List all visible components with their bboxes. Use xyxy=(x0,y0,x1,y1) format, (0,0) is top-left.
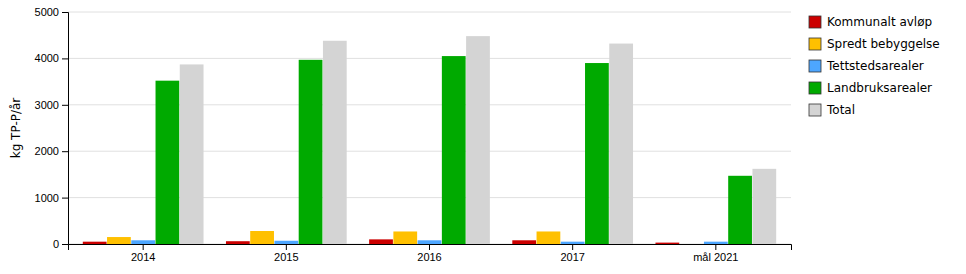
tick-mark xyxy=(143,244,144,250)
tick-mark xyxy=(715,244,716,250)
bar xyxy=(83,242,107,244)
tick: 3000 xyxy=(35,99,68,111)
bar xyxy=(728,176,752,244)
legend-label: Tettstedsarealer xyxy=(826,59,924,73)
tick-label: 5000 xyxy=(35,6,59,18)
legend-swatch xyxy=(809,82,821,94)
bar xyxy=(752,169,776,244)
y-axis-title: kg TP-P/år xyxy=(9,98,23,159)
tick-label: 2015 xyxy=(274,251,298,263)
tick: 4000 xyxy=(35,52,68,64)
legend-item: Tettstedsarealer xyxy=(809,59,924,73)
tick-label: 2000 xyxy=(35,145,59,157)
bar xyxy=(156,81,180,244)
legend-item: Landbruksarealer xyxy=(809,81,932,95)
tick-label: 3000 xyxy=(35,99,59,111)
tick-label: 1000 xyxy=(35,192,59,204)
legend-item: Kommunalt avløp xyxy=(809,15,932,29)
tick-mark xyxy=(62,105,68,106)
tick-mark xyxy=(286,244,287,250)
bar xyxy=(704,242,728,244)
bar xyxy=(655,243,679,244)
legend-label: Spredt bebyggelse xyxy=(827,37,940,51)
tick: mål 2021 xyxy=(693,244,738,263)
tick: 2000 xyxy=(35,145,68,157)
legend-swatch xyxy=(809,38,821,50)
legend-label: Landbruksarealer xyxy=(827,81,932,95)
tick: 2016 xyxy=(417,244,441,263)
tick-mark xyxy=(62,151,68,152)
axis-line xyxy=(69,245,792,251)
tick: 5000 xyxy=(35,6,68,18)
bar xyxy=(323,41,347,244)
bar xyxy=(226,241,250,244)
legend-swatch xyxy=(809,16,821,28)
grid xyxy=(68,12,791,244)
bar xyxy=(274,241,298,244)
bar-series xyxy=(180,36,776,244)
tick-mark xyxy=(62,12,68,13)
bar xyxy=(466,36,490,244)
legend: Kommunalt avløp Spredt bebyggelse Tettsted… xyxy=(809,15,940,117)
bar xyxy=(250,231,274,244)
tick: 0 xyxy=(53,238,68,250)
tick: 1000 xyxy=(35,192,68,204)
legend-item: Total xyxy=(809,103,855,117)
bar-series xyxy=(156,56,752,244)
tick-mark xyxy=(62,244,68,245)
tick: 2014 xyxy=(131,244,155,263)
bar xyxy=(609,44,633,244)
bar xyxy=(180,64,204,244)
bar xyxy=(442,56,466,244)
bar xyxy=(418,240,442,244)
grid-line xyxy=(68,58,791,59)
bar xyxy=(537,231,561,244)
tick-mark xyxy=(62,58,68,59)
tick: 2017 xyxy=(560,244,584,263)
bar xyxy=(393,231,417,244)
bar xyxy=(369,239,393,244)
tick-mark xyxy=(62,198,68,199)
grid-line xyxy=(68,12,791,13)
legend-swatch xyxy=(809,104,821,116)
bars xyxy=(83,36,776,244)
bar xyxy=(131,240,155,244)
bar xyxy=(299,60,323,244)
bar xyxy=(512,240,536,244)
legend-label: Total xyxy=(826,103,855,117)
bar xyxy=(561,242,585,244)
legend-label: Kommunalt avløp xyxy=(827,15,932,29)
plot: 0 1000 2000 3000 4000 5000 2014 2015 2016 2017 mål… xyxy=(35,6,792,263)
tick-label: 0 xyxy=(53,238,59,250)
bar xyxy=(680,244,704,245)
legend-item: Spredt bebyggelse xyxy=(809,37,940,51)
bar-series xyxy=(131,240,727,244)
bar xyxy=(585,63,609,244)
tick-label: mål 2021 xyxy=(693,251,738,263)
chart-svg: 0 1000 2000 3000 4000 5000 2014 2015 2016 2017 mål… xyxy=(0,0,966,274)
legend-swatch xyxy=(809,60,821,72)
axis-line xyxy=(62,13,69,245)
x-axis: 2014 2015 2016 2017 mål 2021 xyxy=(69,244,792,263)
tick-label: 2017 xyxy=(560,251,584,263)
bar xyxy=(107,237,131,244)
tick-label: 2016 xyxy=(417,251,441,263)
y-axis: 0 1000 2000 3000 4000 5000 xyxy=(35,6,69,250)
tick-label: 2014 xyxy=(131,251,155,263)
tick: 2015 xyxy=(274,244,298,263)
tick-label: 4000 xyxy=(35,52,59,64)
tick-mark xyxy=(429,244,430,250)
tick-mark xyxy=(572,244,573,250)
chart-container: 0 1000 2000 3000 4000 5000 2014 2015 2016 2017 mål… xyxy=(0,0,966,274)
